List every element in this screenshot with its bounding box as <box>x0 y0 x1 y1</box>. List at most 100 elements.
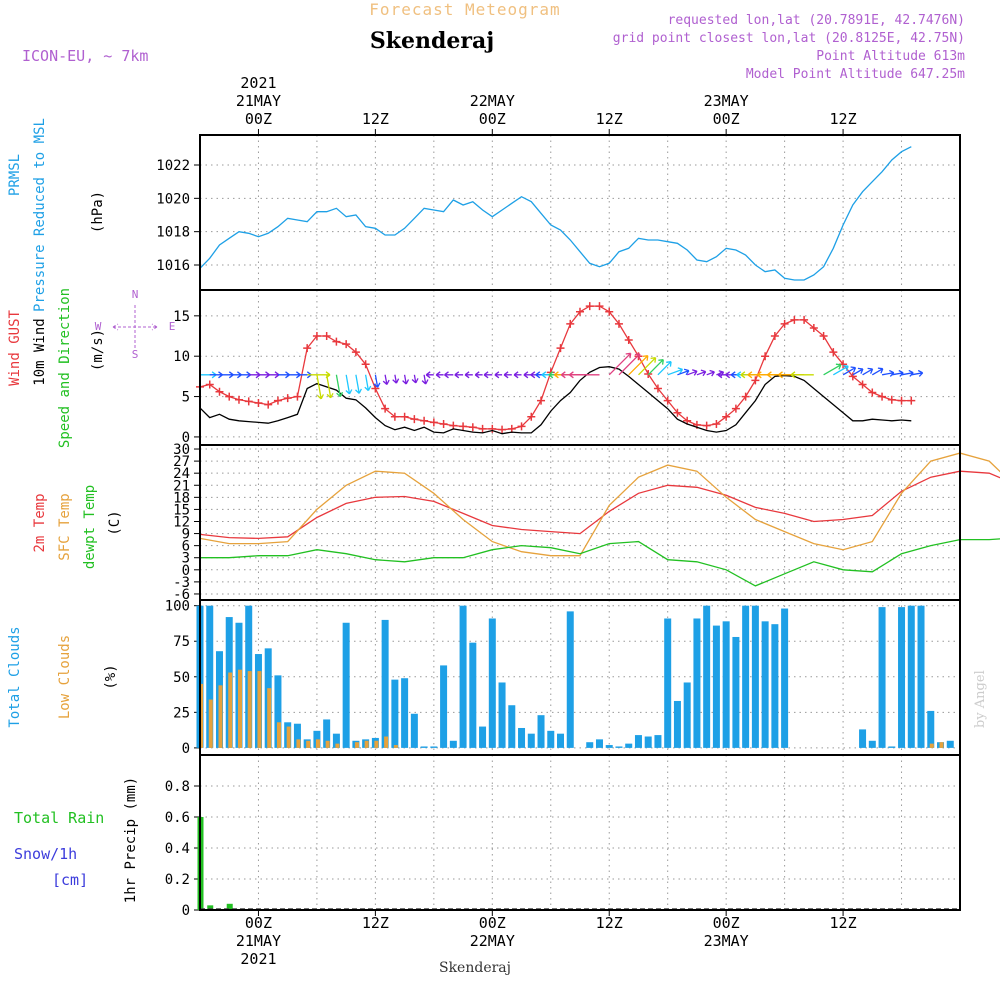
wind-direction-arrow <box>503 371 512 379</box>
top-time-label: 12Z <box>362 110 389 128</box>
wind-direction-arrow <box>345 374 353 395</box>
wind-direction-arrow <box>355 374 362 394</box>
wind-direction-arrow <box>364 374 372 392</box>
wind-direction-arrow <box>706 369 715 377</box>
series-temperature-0 <box>199 470 1000 540</box>
location-title: Skenderaj <box>370 28 494 54</box>
bottom-time-label: 21MAY <box>236 932 281 950</box>
top-time-label: 00Z <box>479 110 506 128</box>
y-tick-label: 24 <box>173 466 190 482</box>
total-cloud-bar <box>391 679 399 748</box>
panel-axis-label: Wind GUST <box>7 310 23 386</box>
total-cloud-bar <box>722 621 730 748</box>
total-cloud-bar <box>625 743 633 748</box>
wind-direction-arrow <box>852 367 864 376</box>
gust-marker <box>722 412 731 421</box>
wind-direction-arrow <box>832 364 849 376</box>
y-tick-label: 1016 <box>156 258 190 274</box>
gust-marker <box>244 397 253 406</box>
y-tick-label: -6 <box>173 587 190 603</box>
low-cloud-bar <box>384 736 389 748</box>
y-tick-label: 1018 <box>156 225 190 241</box>
series-precip-0 <box>197 817 233 910</box>
wind-arrows <box>200 352 924 400</box>
total-cloud-bar <box>751 605 759 748</box>
total-cloud-bar <box>498 682 506 748</box>
panel-axis-label: (%) <box>103 664 119 689</box>
y-tick-label: 30 <box>173 442 190 458</box>
total-cloud-bar <box>781 608 789 748</box>
y-tick-label: 6 <box>182 539 190 555</box>
footer-location: Skenderaj <box>439 960 511 976</box>
wind-direction-arrow <box>382 374 390 385</box>
total-cloud-bar <box>293 723 301 748</box>
panel-frame <box>199 134 961 291</box>
wind-direction-arrow <box>402 374 410 385</box>
series-pressure-0 <box>199 146 912 281</box>
panel-pressure: 1016 1018 1020 1022 PRMSL Pressure Reduced to… <box>7 118 961 312</box>
panel-axis-label: (C) <box>107 510 123 535</box>
gust-marker <box>761 352 770 361</box>
gust-marker <box>897 396 906 405</box>
wind-direction-arrow <box>411 374 419 384</box>
low-cloud-bar <box>228 672 233 748</box>
total-cloud-bar <box>946 740 954 748</box>
gust-marker <box>790 315 799 324</box>
wind-direction-arrow <box>823 363 842 376</box>
panel-frame <box>199 754 961 911</box>
wind-direction-arrow <box>569 371 600 379</box>
y-tick-label: 0.4 <box>165 841 190 857</box>
y-tick-label: 1022 <box>156 158 190 174</box>
low-cloud-bar <box>247 671 252 748</box>
wind-direction-arrow <box>657 360 672 376</box>
panel-axis-label: 1hr Precip (mm) <box>123 777 139 903</box>
wind-direction-arrow <box>513 371 522 379</box>
low-cloud-bar <box>354 742 359 748</box>
gust-marker <box>731 404 740 413</box>
y-tick-label: 75 <box>173 634 190 650</box>
model-altitude: Model Point Altitude 647.25m <box>746 67 965 82</box>
total-cloud-bar <box>557 733 565 748</box>
low-cloud-bar <box>393 745 398 748</box>
gust-marker <box>527 412 536 421</box>
gust-marker <box>332 337 341 346</box>
gust-marker <box>537 396 546 405</box>
wind-direction-arrow <box>667 367 684 376</box>
total-cloud-bar <box>898 607 906 748</box>
panel-axis-label: Total Rain <box>14 809 104 827</box>
total-cloud-bar <box>927 710 935 748</box>
y-tick-label: 50 <box>173 670 190 686</box>
credit-watermark: by Angel <box>973 670 988 728</box>
y-tick-label: 9 <box>182 527 190 543</box>
gust-marker <box>673 408 682 417</box>
y-tick-label: 0 <box>182 741 190 757</box>
gust-marker <box>907 396 916 405</box>
gust-marker <box>614 319 623 328</box>
total-cloud-bar <box>381 619 389 748</box>
gust-marker <box>205 380 214 389</box>
rain-bar <box>207 905 214 910</box>
gust-marker <box>322 332 331 341</box>
gust-marker <box>576 307 584 316</box>
wind-direction-arrow <box>618 353 641 376</box>
wind-direction-arrow <box>881 369 895 377</box>
y-tick-label: 0.2 <box>165 872 190 888</box>
total-cloud-bar <box>673 700 681 748</box>
series-line <box>200 538 1000 587</box>
total-cloud-bar <box>342 622 350 748</box>
y-tick-label: 27 <box>173 454 190 470</box>
gust-marker <box>264 400 273 409</box>
low-cloud-bar <box>257 671 262 748</box>
gust-marker <box>702 421 711 430</box>
total-cloud-bar <box>401 678 409 748</box>
low-cloud-bar <box>335 743 340 748</box>
total-cloud-bar <box>878 607 886 748</box>
total-cloud-bar <box>323 719 331 748</box>
series-line <box>199 366 912 435</box>
y-tick-label: 15 <box>173 309 190 325</box>
compass-rose: N S W E <box>95 288 176 361</box>
wind-direction-arrow <box>425 371 434 379</box>
gust-marker <box>868 388 877 397</box>
wind-direction-arrow <box>790 371 814 379</box>
wind-direction-arrow <box>335 374 344 398</box>
